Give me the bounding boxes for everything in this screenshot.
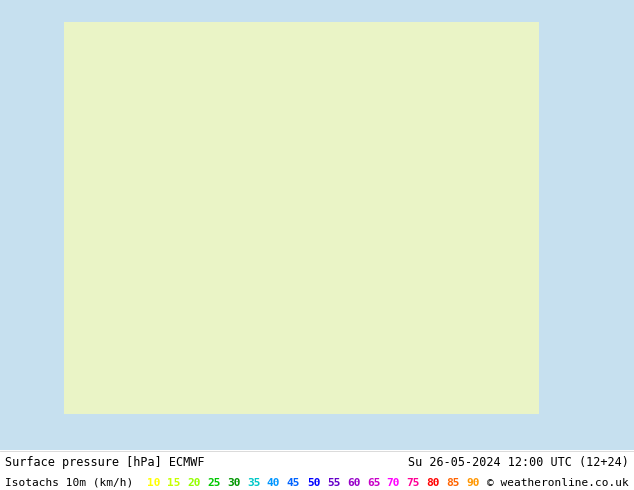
Text: 35: 35 <box>247 478 261 488</box>
Text: 15: 15 <box>167 478 181 488</box>
Text: 10: 10 <box>147 478 160 488</box>
Text: 60: 60 <box>347 478 360 488</box>
Text: 45: 45 <box>287 478 301 488</box>
Text: Isotachs 10m (km/h): Isotachs 10m (km/h) <box>5 478 133 488</box>
Text: Surface pressure [hPa] ECMWF: Surface pressure [hPa] ECMWF <box>5 456 205 468</box>
Text: 75: 75 <box>407 478 420 488</box>
Text: 80: 80 <box>427 478 440 488</box>
Text: 90: 90 <box>467 478 480 488</box>
Text: 50: 50 <box>307 478 320 488</box>
Text: 40: 40 <box>267 478 280 488</box>
Text: 65: 65 <box>366 478 380 488</box>
Text: 70: 70 <box>387 478 400 488</box>
Text: 25: 25 <box>207 478 221 488</box>
Text: © weatheronline.co.uk: © weatheronline.co.uk <box>487 478 629 488</box>
Text: 55: 55 <box>327 478 340 488</box>
Text: 20: 20 <box>187 478 200 488</box>
Text: 30: 30 <box>227 478 240 488</box>
Text: Su 26-05-2024 12:00 UTC (12+24): Su 26-05-2024 12:00 UTC (12+24) <box>408 456 629 468</box>
Text: 85: 85 <box>446 478 460 488</box>
